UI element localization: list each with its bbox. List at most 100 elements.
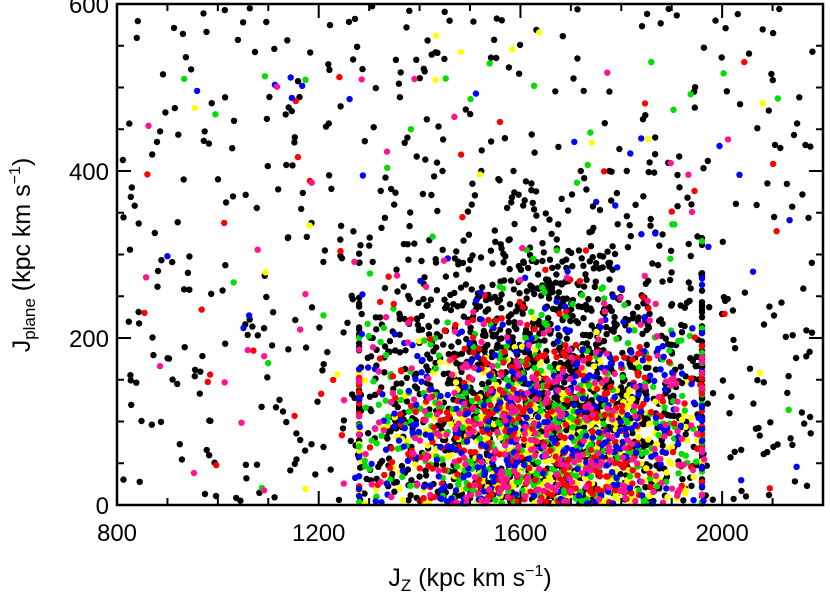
data-point-blue	[618, 285, 625, 292]
data-point-black	[674, 203, 681, 210]
data-point-magenta	[675, 461, 682, 469]
data-point-black	[529, 199, 536, 207]
data-point-magenta	[471, 481, 478, 489]
data-point-magenta	[604, 431, 611, 439]
data-point-magenta	[597, 462, 604, 469]
data-point-black	[242, 191, 249, 198]
data-point-green	[538, 311, 545, 319]
data-point-black	[652, 366, 660, 373]
data-point-magenta	[460, 454, 468, 461]
data-point-magenta	[358, 76, 365, 83]
data-point-blue	[597, 324, 604, 331]
data-point-black	[516, 290, 523, 297]
data-point-green	[522, 334, 529, 342]
data-point-red	[144, 171, 151, 178]
data-point-black	[433, 159, 441, 166]
data-point-blue	[608, 469, 616, 476]
data-point-blue	[566, 327, 573, 334]
data-point-blue	[359, 291, 366, 298]
data-point-black	[505, 319, 513, 326]
data-point-blue	[661, 371, 668, 379]
data-point-black	[439, 167, 446, 175]
data-point-red	[645, 305, 652, 312]
data-point-blue	[427, 482, 435, 489]
data-point-magenta	[524, 389, 531, 397]
data-point-black	[414, 321, 422, 329]
data-point-black	[806, 348, 813, 355]
data-point-black	[567, 317, 574, 325]
data-point-green	[587, 129, 594, 136]
data-point-blue	[405, 387, 412, 395]
data-point-magenta	[632, 383, 640, 391]
data-point-magenta	[606, 484, 613, 491]
data-point-magenta	[652, 472, 660, 480]
data-point-magenta	[519, 244, 526, 252]
data-point-magenta	[463, 494, 470, 501]
data-point-black	[709, 496, 716, 503]
data-point-red	[417, 453, 424, 461]
data-point-black	[599, 264, 606, 271]
data-point-green	[600, 420, 607, 428]
data-point-black	[356, 259, 363, 266]
data-point-black	[666, 276, 674, 284]
data-point-magenta	[532, 452, 539, 459]
data-point-green	[453, 463, 461, 470]
data-point-blue	[438, 495, 445, 503]
data-point-green	[621, 301, 628, 309]
data-point-magenta	[383, 148, 391, 155]
data-point-black	[659, 278, 666, 285]
data-point-red	[250, 347, 257, 354]
data-point-black	[691, 84, 699, 91]
data-point-black	[294, 78, 302, 85]
data-point-green	[397, 396, 405, 404]
data-point-blue	[417, 277, 424, 285]
data-point-green	[562, 313, 569, 320]
data-point-blue	[472, 297, 480, 304]
data-point-black	[159, 71, 167, 78]
data-point-black	[581, 175, 588, 182]
data-point-magenta	[423, 452, 430, 459]
data-point-black	[201, 128, 208, 135]
data-point-green	[619, 374, 626, 381]
data-point-black	[485, 379, 492, 386]
data-point-black	[689, 357, 697, 365]
data-point-black	[467, 256, 474, 264]
data-point-blue	[478, 441, 485, 448]
data-point-green	[647, 475, 654, 482]
data-point-black	[312, 471, 319, 478]
data-point-black	[427, 296, 435, 303]
data-point-black	[642, 112, 649, 119]
data-point-black	[355, 340, 363, 347]
data-point-black	[433, 287, 441, 294]
data-point-black	[126, 246, 134, 253]
data-point-magenta	[471, 364, 478, 371]
data-point-red	[397, 411, 404, 418]
data-point-magenta	[646, 317, 653, 324]
data-point-black	[408, 477, 415, 484]
data-point-magenta	[221, 379, 228, 386]
data-point-black	[753, 201, 760, 209]
data-point-magenta	[468, 375, 475, 383]
data-point-black	[623, 213, 631, 220]
data-point-magenta	[563, 462, 571, 469]
data-point-green	[614, 454, 622, 462]
data-point-magenta	[368, 481, 375, 488]
data-point-black	[730, 495, 737, 503]
data-point-black	[308, 304, 316, 311]
data-point-black	[557, 280, 564, 287]
data-point-black	[457, 284, 465, 291]
data-point-magenta	[662, 378, 670, 385]
data-point-blue	[467, 358, 475, 365]
data-point-magenta	[531, 396, 539, 403]
data-point-magenta	[574, 384, 581, 392]
data-point-black	[287, 467, 294, 474]
data-point-black	[652, 134, 659, 141]
data-point-black	[197, 368, 204, 375]
data-point-magenta	[507, 393, 515, 401]
data-point-black	[154, 267, 162, 275]
data-point-blue	[698, 275, 706, 282]
data-point-blue	[477, 289, 484, 296]
data-point-green	[698, 238, 706, 245]
data-point-green	[384, 413, 392, 421]
data-point-red	[641, 374, 648, 381]
